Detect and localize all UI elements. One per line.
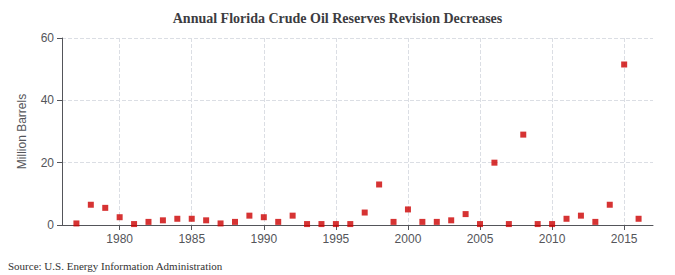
svg-text:1995: 1995 — [323, 232, 350, 246]
svg-text:2000: 2000 — [395, 232, 422, 246]
svg-text:20: 20 — [41, 156, 55, 170]
svg-text:Million Barrels: Million Barrels — [15, 94, 29, 169]
svg-text:2015: 2015 — [611, 232, 638, 246]
svg-text:1985: 1985 — [178, 232, 205, 246]
svg-text:60: 60 — [41, 31, 55, 45]
svg-text:1980: 1980 — [106, 232, 133, 246]
svg-text:0: 0 — [47, 218, 54, 232]
svg-text:Annual Florida Crude Oil Reser: Annual Florida Crude Oil Reserves Revisi… — [173, 11, 503, 26]
svg-text:Source: U.S. Energy Informatio: Source: U.S. Energy Information Administ… — [8, 260, 223, 272]
svg-text:1990: 1990 — [250, 232, 277, 246]
svg-text:2010: 2010 — [539, 232, 566, 246]
svg-text:2005: 2005 — [467, 232, 494, 246]
svg-text:40: 40 — [41, 93, 55, 107]
